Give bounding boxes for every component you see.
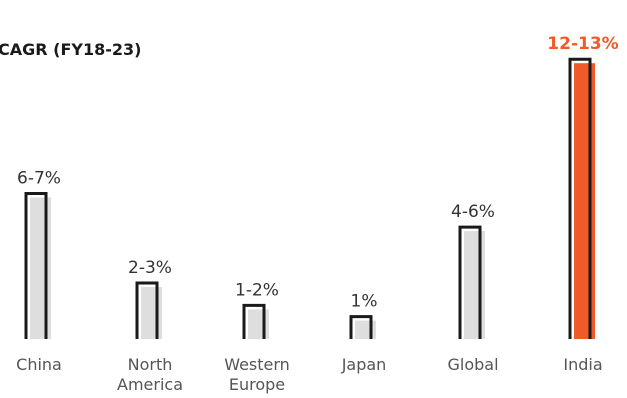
category-label-1-line-1: America xyxy=(117,375,183,394)
bar-outline-4 xyxy=(458,225,482,339)
data-label-0: 6-7% xyxy=(17,169,61,189)
category-label-4: Global xyxy=(447,355,498,374)
data-label-1: 2-3% xyxy=(128,258,172,278)
bars-group: 6-7% China 2-3% North America 1-2% Western Euro… xyxy=(16,34,619,394)
data-label-4: 4-6% xyxy=(451,202,495,222)
bar-outline-0 xyxy=(24,192,48,339)
chart-title: CAGR (FY18-23) xyxy=(0,40,141,59)
bar-outline-5 xyxy=(568,57,592,339)
bar-fill-4 xyxy=(464,231,485,339)
category-label-5: India xyxy=(563,355,602,374)
data-label-5: 12-13% xyxy=(547,34,618,54)
data-label-2: 1-2% xyxy=(235,280,279,300)
category-label-1: North America xyxy=(117,355,183,394)
bar-fill-1 xyxy=(141,287,162,339)
category-label-2: Western Europe xyxy=(224,355,290,394)
category-label-2-line-1: Europe xyxy=(229,375,285,394)
bar-outline-3 xyxy=(349,315,373,339)
bar-fill-5 xyxy=(574,63,595,339)
category-label-0: China xyxy=(16,355,62,374)
category-label-4-line-0: Global xyxy=(447,355,498,374)
bar-outline-2 xyxy=(242,303,266,339)
bar-outline-1 xyxy=(135,281,159,339)
category-label-0-line-0: China xyxy=(16,355,62,374)
data-label-3: 1% xyxy=(351,292,378,312)
category-label-1-line-0: North xyxy=(128,355,173,374)
bar-fill-2 xyxy=(248,309,269,339)
category-label-5-line-0: India xyxy=(563,355,602,374)
bar-fill-3 xyxy=(355,320,376,339)
category-label-3-line-0: Japan xyxy=(341,355,387,374)
category-label-3: Japan xyxy=(341,355,387,374)
category-label-2-line-0: Western xyxy=(224,355,290,374)
bar-fill-0 xyxy=(30,197,51,339)
